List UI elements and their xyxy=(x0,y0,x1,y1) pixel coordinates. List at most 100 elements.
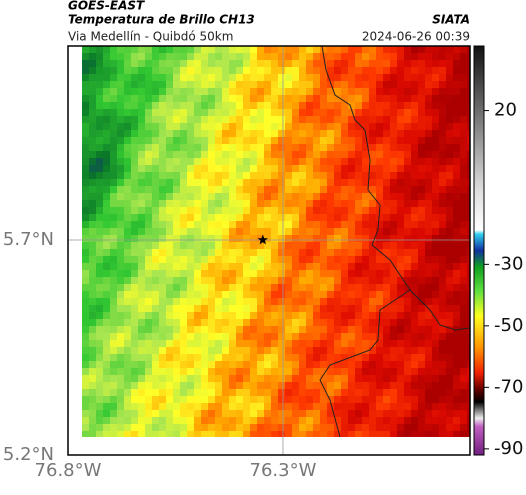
field-cell xyxy=(432,172,440,180)
field-cell xyxy=(152,396,160,404)
field-cell xyxy=(425,424,433,432)
field-cell xyxy=(138,242,146,250)
field-cell xyxy=(320,235,328,243)
field-cell xyxy=(278,228,286,236)
field-cell xyxy=(110,95,118,103)
field-cell xyxy=(285,291,293,299)
field-cell xyxy=(117,144,125,152)
field-cell xyxy=(453,249,461,257)
field-cell xyxy=(369,172,377,180)
field-cell xyxy=(453,235,461,243)
field-cell xyxy=(117,46,125,54)
field-cell xyxy=(460,81,468,89)
field-cell xyxy=(145,172,153,180)
field-cell xyxy=(166,277,174,285)
field-cell xyxy=(124,417,132,425)
field-cell xyxy=(278,396,286,404)
field-cell xyxy=(96,151,104,159)
field-cell xyxy=(96,235,104,243)
field-cell xyxy=(439,361,447,369)
field-cell xyxy=(271,319,279,327)
field-cell xyxy=(271,165,279,173)
field-cell xyxy=(89,228,97,236)
field-cell xyxy=(278,193,286,201)
field-cell xyxy=(397,305,405,313)
field-cell xyxy=(432,263,440,271)
field-cell xyxy=(82,235,90,243)
field-cell xyxy=(250,172,258,180)
field-cell xyxy=(390,431,398,437)
field-cell xyxy=(306,242,314,250)
field-cell xyxy=(264,347,272,355)
field-cell xyxy=(404,193,412,201)
field-cell xyxy=(383,382,391,390)
field-cell xyxy=(138,102,146,110)
field-cell xyxy=(222,417,230,425)
field-cell xyxy=(173,67,181,75)
field-cell xyxy=(124,214,132,222)
field-cell xyxy=(159,60,167,68)
field-cell xyxy=(327,389,335,397)
field-cell xyxy=(369,389,377,397)
field-cell xyxy=(201,193,209,201)
field-cell xyxy=(145,193,153,201)
field-cell xyxy=(89,263,97,271)
field-cell xyxy=(173,95,181,103)
field-cell xyxy=(460,165,468,173)
field-cell xyxy=(208,361,216,369)
field-cell xyxy=(257,417,265,425)
field-cell xyxy=(187,214,195,222)
field-cell xyxy=(152,53,160,61)
field-cell xyxy=(299,179,307,187)
field-cell xyxy=(334,291,342,299)
field-cell xyxy=(397,221,405,229)
field-cell xyxy=(187,277,195,285)
field-cell xyxy=(117,53,125,61)
field-cell xyxy=(341,151,349,159)
field-cell xyxy=(418,361,426,369)
field-cell xyxy=(362,410,370,418)
field-cell xyxy=(320,193,328,201)
field-cell xyxy=(243,158,251,166)
field-cell xyxy=(397,144,405,152)
field-cell xyxy=(222,361,230,369)
field-cell xyxy=(292,186,300,194)
source: SIATA xyxy=(432,13,470,27)
field-cell xyxy=(201,333,209,341)
field-cell xyxy=(404,130,412,138)
field-cell xyxy=(425,277,433,285)
field-cell xyxy=(89,270,97,278)
field-cell xyxy=(271,53,279,61)
field-cell xyxy=(194,207,202,215)
field-cell xyxy=(383,158,391,166)
field-cell xyxy=(187,207,195,215)
field-cell xyxy=(243,284,251,292)
field-cell xyxy=(348,228,356,236)
field-cell xyxy=(264,410,272,418)
field-cell xyxy=(397,186,405,194)
field-cell xyxy=(89,88,97,96)
field-cell xyxy=(348,410,356,418)
field-cell xyxy=(453,270,461,278)
field-cell xyxy=(355,403,363,411)
field-cell xyxy=(383,242,391,250)
field-cell xyxy=(187,172,195,180)
field-cell xyxy=(236,291,244,299)
field-cell xyxy=(390,340,398,348)
field-cell xyxy=(348,389,356,397)
field-cell xyxy=(299,417,307,425)
field-cell xyxy=(201,46,209,54)
field-cell xyxy=(96,368,104,376)
field-cell xyxy=(334,109,342,117)
field-cell xyxy=(131,67,139,75)
field-cell xyxy=(138,53,146,61)
field-cell xyxy=(313,284,321,292)
field-cell xyxy=(411,256,419,264)
field-cell xyxy=(348,305,356,313)
field-cell xyxy=(306,424,314,432)
field-cell xyxy=(467,340,470,348)
field-cell xyxy=(271,361,279,369)
field-cell xyxy=(215,74,223,82)
field-cell xyxy=(397,53,405,61)
field-cell xyxy=(446,431,454,437)
